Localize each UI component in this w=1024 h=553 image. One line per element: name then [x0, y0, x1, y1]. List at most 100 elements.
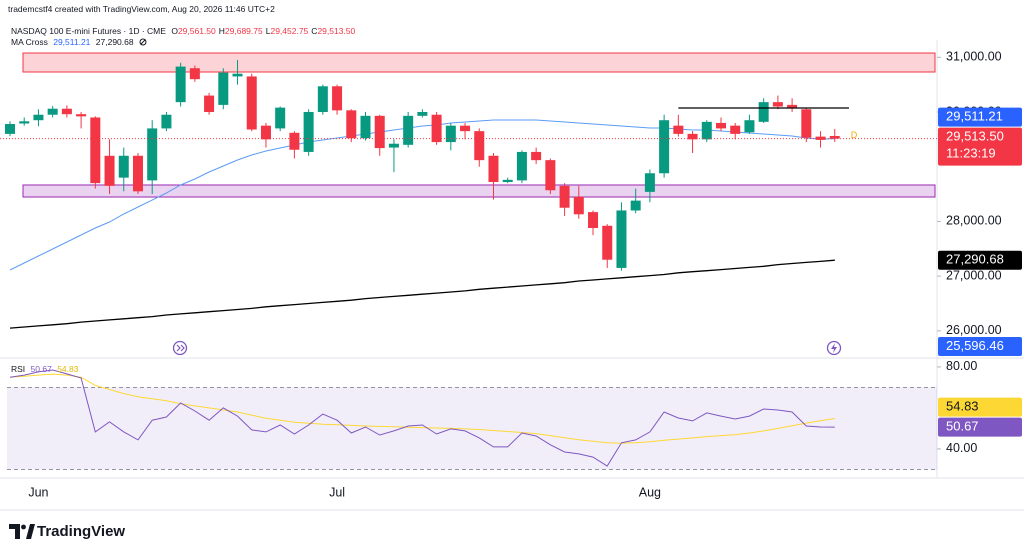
candle-body — [47, 108, 58, 115]
candle-body — [417, 111, 428, 116]
candle-body — [33, 114, 44, 121]
candle-body — [104, 155, 115, 186]
candle-body — [360, 115, 371, 139]
candle-body — [218, 72, 229, 105]
candle-body — [716, 122, 726, 129]
y-tick-label: 40.00 — [946, 441, 977, 455]
candle-body — [147, 128, 158, 181]
ohlc-key: O — [171, 26, 178, 36]
candle-body — [246, 76, 257, 130]
brand-logo — [9, 524, 35, 539]
price-badge — [938, 107, 1022, 127]
events-icon[interactable] — [826, 340, 842, 356]
ma-legend: MA Cross 29,511.21 27,290.68 — [11, 37, 147, 47]
y-tick-label: 80.00 — [946, 359, 977, 373]
candle-body — [317, 86, 328, 112]
ohlc-value: 29,689.75 — [224, 26, 263, 36]
candle-body — [388, 143, 399, 148]
candle-body — [474, 131, 485, 161]
y-tick-label: 28,000.00 — [946, 214, 1002, 228]
candle-body — [659, 120, 670, 174]
ohlc: O29,561.50 H29,689.75 L29,452.75 C29,513.50 — [171, 26, 358, 36]
candle-body — [730, 125, 741, 134]
candle-body — [403, 115, 414, 145]
rsi-band-fill — [7, 387, 937, 470]
candle-body — [118, 155, 129, 178]
candle-body — [19, 121, 30, 124]
candle-body — [275, 107, 286, 129]
ohlc-value: 29,452.75 — [270, 26, 309, 36]
ma-line — [9, 259, 835, 329]
candle-body — [787, 104, 798, 109]
candle-body — [445, 125, 456, 143]
candle-body — [573, 196, 584, 215]
candle-body — [673, 125, 684, 134]
candle-body — [332, 86, 343, 111]
rsi-value: 50.67 — [30, 364, 52, 374]
candle-body — [602, 225, 613, 260]
candle-body — [559, 185, 570, 208]
candle-body — [687, 133, 698, 140]
price-badge-label: 29,511.21 — [946, 109, 1003, 124]
candle-body — [161, 114, 172, 129]
rsi-legend: RSI 50.67 54.83 — [11, 364, 81, 374]
candle-body — [374, 115, 385, 149]
rsi-line — [9, 369, 835, 467]
candle-body — [460, 125, 471, 132]
y-tick-label: 26,000.00 — [946, 323, 1002, 337]
candle-body — [531, 151, 542, 161]
rsi-line — [9, 373, 835, 444]
candle-body — [132, 155, 143, 192]
candle-body — [701, 121, 712, 140]
symbol: NASDAQ 100 E-mini Futures · 1D · CME — [11, 26, 166, 36]
candle-body — [303, 111, 314, 152]
candle-body — [346, 110, 357, 139]
candle-body — [61, 108, 72, 115]
candle-body — [260, 125, 271, 140]
candle-body — [744, 120, 755, 133]
candle-body — [772, 102, 783, 107]
rsi-ma-value: 54.83 — [57, 364, 79, 374]
price-badge-label: 27,290.68 — [946, 252, 1004, 267]
candle-body — [189, 68, 200, 80]
ohlc-value: 29,561.50 — [177, 26, 216, 36]
candle-body — [630, 200, 641, 211]
replay-icon[interactable] — [172, 340, 188, 356]
zone — [22, 52, 936, 73]
y-tick-label: 31,000.00 — [946, 50, 1002, 64]
price-badge-label: 11:23:19 — [946, 146, 996, 161]
candle-body — [502, 179, 513, 183]
x-tick-label: Jul — [329, 485, 345, 499]
price-badge — [938, 417, 1022, 437]
ohlc-key: C — [311, 26, 318, 36]
candle-body — [644, 173, 655, 192]
zone — [22, 184, 936, 198]
candle-body — [758, 102, 769, 122]
candle-body — [488, 155, 499, 183]
candle-body — [232, 73, 243, 77]
indicator-name: RSI — [11, 364, 26, 374]
ma-value: 29,511.21 — [53, 37, 91, 47]
hide-icon[interactable] — [139, 38, 147, 46]
credit-line: trademcstf4 created with TradingView.com… — [8, 4, 278, 14]
candle-body — [815, 136, 826, 140]
x-tick-label: Aug — [639, 485, 661, 499]
ma-line — [9, 119, 835, 271]
price-badge — [938, 337, 1022, 356]
candle-body — [588, 212, 599, 228]
candle-body — [616, 210, 627, 268]
symbol-line: NASDAQ 100 E-mini Futures · 1D · CME O29… — [11, 26, 361, 36]
candle-body — [516, 151, 527, 181]
y-tick-label: 27,000.00 — [946, 268, 1002, 282]
candle-body — [204, 95, 215, 112]
ma-value: 27,290.68 — [95, 37, 134, 47]
indicator-name: MA Cross — [11, 37, 48, 47]
event-marker: D — [851, 130, 858, 140]
candle-body — [90, 117, 101, 184]
credit: trademcstf4 created with TradingView.com… — [8, 4, 275, 14]
candle-body — [5, 124, 15, 134]
candle-body — [801, 109, 812, 138]
